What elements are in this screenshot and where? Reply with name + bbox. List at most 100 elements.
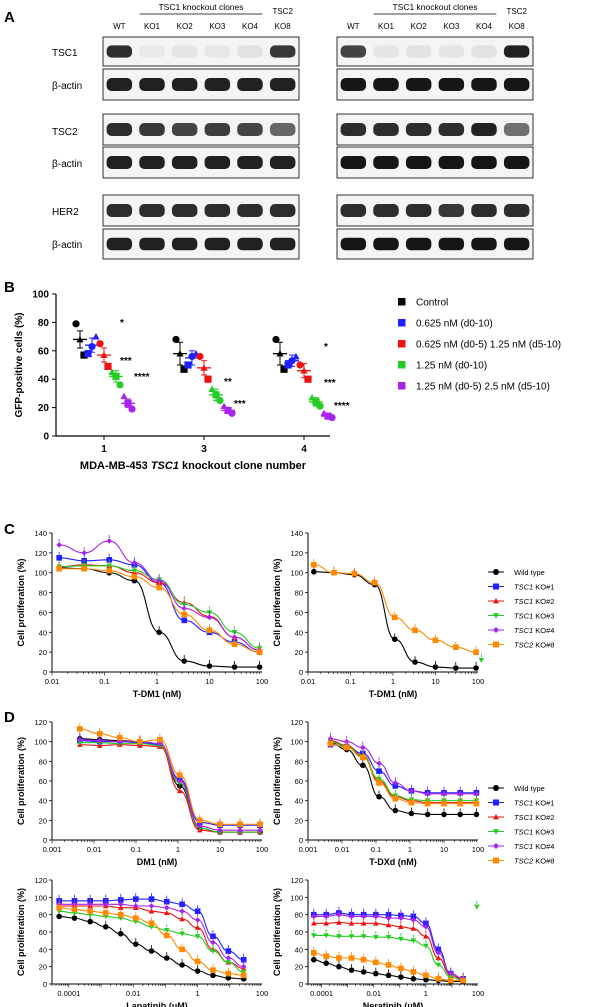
- data-point: [376, 793, 382, 800]
- series-line: [59, 903, 244, 968]
- blot-band: [438, 45, 465, 58]
- blot-band: [139, 45, 165, 58]
- y-tick-label: 80: [295, 589, 303, 598]
- y-tick-label: 100: [290, 569, 303, 578]
- data-point: [360, 762, 366, 769]
- x-tick-label: 0.1: [131, 845, 141, 854]
- data-point: [360, 934, 367, 940]
- data-point: [136, 738, 143, 745]
- legend-entry: Wild type: [514, 784, 545, 793]
- data-point: [435, 955, 442, 961]
- legend-marker: [493, 857, 499, 864]
- data-point: [237, 827, 243, 833]
- y-tick-label: 120: [34, 549, 47, 558]
- y-tick-label: 0: [299, 668, 303, 677]
- data-point: [410, 925, 417, 931]
- data-point: [231, 664, 238, 670]
- data-point: [77, 740, 83, 746]
- x-tick-label: 1: [424, 989, 428, 998]
- blot-band: [204, 203, 231, 218]
- data-point: [148, 903, 155, 909]
- data-point: [473, 811, 480, 818]
- blot-band: [171, 77, 198, 92]
- blot-row-label: HER2: [52, 207, 79, 218]
- blot-band: [373, 203, 399, 218]
- blot-band: [340, 77, 367, 92]
- data-point: [473, 800, 480, 807]
- y-tick-label: 60: [39, 928, 47, 937]
- legend-entry: TSC2 KO#8: [514, 857, 554, 866]
- series-line: [79, 739, 261, 831]
- blot-band: [106, 45, 133, 58]
- data-point: [77, 726, 83, 732]
- blot-band: [405, 155, 432, 170]
- data-point: [348, 967, 355, 973]
- data-point: [478, 657, 485, 663]
- data-point: [336, 919, 342, 925]
- data-point: [373, 970, 379, 977]
- y-tick-label: 60: [39, 777, 47, 786]
- significance-mark: ****: [334, 401, 350, 412]
- blot-band: [405, 203, 432, 218]
- data-point: [180, 365, 188, 373]
- legend-marker: [493, 814, 499, 820]
- y-tick-label: 100: [34, 569, 47, 578]
- data-point: [217, 821, 223, 828]
- x-axis-label: T-DM1 (nM): [369, 689, 418, 699]
- data-point: [435, 962, 442, 968]
- data-point: [116, 381, 124, 389]
- x-tick-label: 100: [256, 989, 269, 998]
- blot-row-label: β-actin: [52, 240, 82, 251]
- data-point: [181, 611, 188, 618]
- y-tick-label: 120: [290, 876, 303, 885]
- x-tick-label: 100: [472, 989, 485, 998]
- x-tick-label: 0.001: [43, 845, 62, 854]
- legend-marker: [493, 829, 499, 835]
- x-tick-label: 0.01: [126, 989, 141, 998]
- data-point: [116, 734, 123, 741]
- data-point: [280, 365, 288, 373]
- data-point: [56, 555, 62, 561]
- data-point: [385, 922, 392, 928]
- series-line: [330, 743, 477, 805]
- data-point: [424, 790, 431, 797]
- y-tick-label: 60: [38, 346, 50, 357]
- data-point: [360, 920, 367, 926]
- series-line: [330, 741, 477, 802]
- data-point: [163, 898, 170, 905]
- x-tick-label: 1: [391, 677, 395, 686]
- legend-B: Control 0.625 nM (d0-10) 0.625 nM (d0-5) 1…: [398, 298, 561, 393]
- data-point: [373, 959, 379, 966]
- data-point: [56, 913, 62, 920]
- data-point: [194, 924, 201, 930]
- x-tick-label: 10: [205, 677, 213, 686]
- significance-mark: **: [224, 377, 232, 388]
- data-point: [257, 821, 263, 828]
- y-tick-label: 120: [34, 876, 47, 885]
- data-point: [408, 799, 415, 806]
- data-point: [102, 924, 109, 930]
- y-tick-label: 40: [39, 797, 47, 806]
- blot-band: [471, 203, 497, 218]
- blot-band: [237, 155, 263, 170]
- data-point: [423, 924, 429, 930]
- data-point: [194, 958, 201, 965]
- data-point: [323, 953, 330, 960]
- data-point: [435, 950, 442, 956]
- x-tick-label: 0.1: [345, 677, 355, 686]
- blot-band: [438, 237, 465, 251]
- blot-band: [171, 45, 198, 58]
- y-tick-label: 40: [39, 628, 47, 637]
- data-point: [71, 915, 78, 921]
- data-point: [81, 565, 87, 572]
- y-tick-label: 80: [39, 757, 47, 766]
- data-point: [156, 577, 162, 584]
- data-point: [457, 811, 464, 818]
- x-tick-label: 1: [176, 845, 180, 854]
- data-point: [360, 754, 366, 761]
- data-point: [206, 614, 213, 621]
- x-tick-label: 4: [301, 444, 307, 455]
- series-line: [330, 740, 477, 804]
- curve-legend: Wild type TSC1 KO#1 TSC1 KO#2 TSC1 KO#3 TSC1…: [488, 568, 554, 650]
